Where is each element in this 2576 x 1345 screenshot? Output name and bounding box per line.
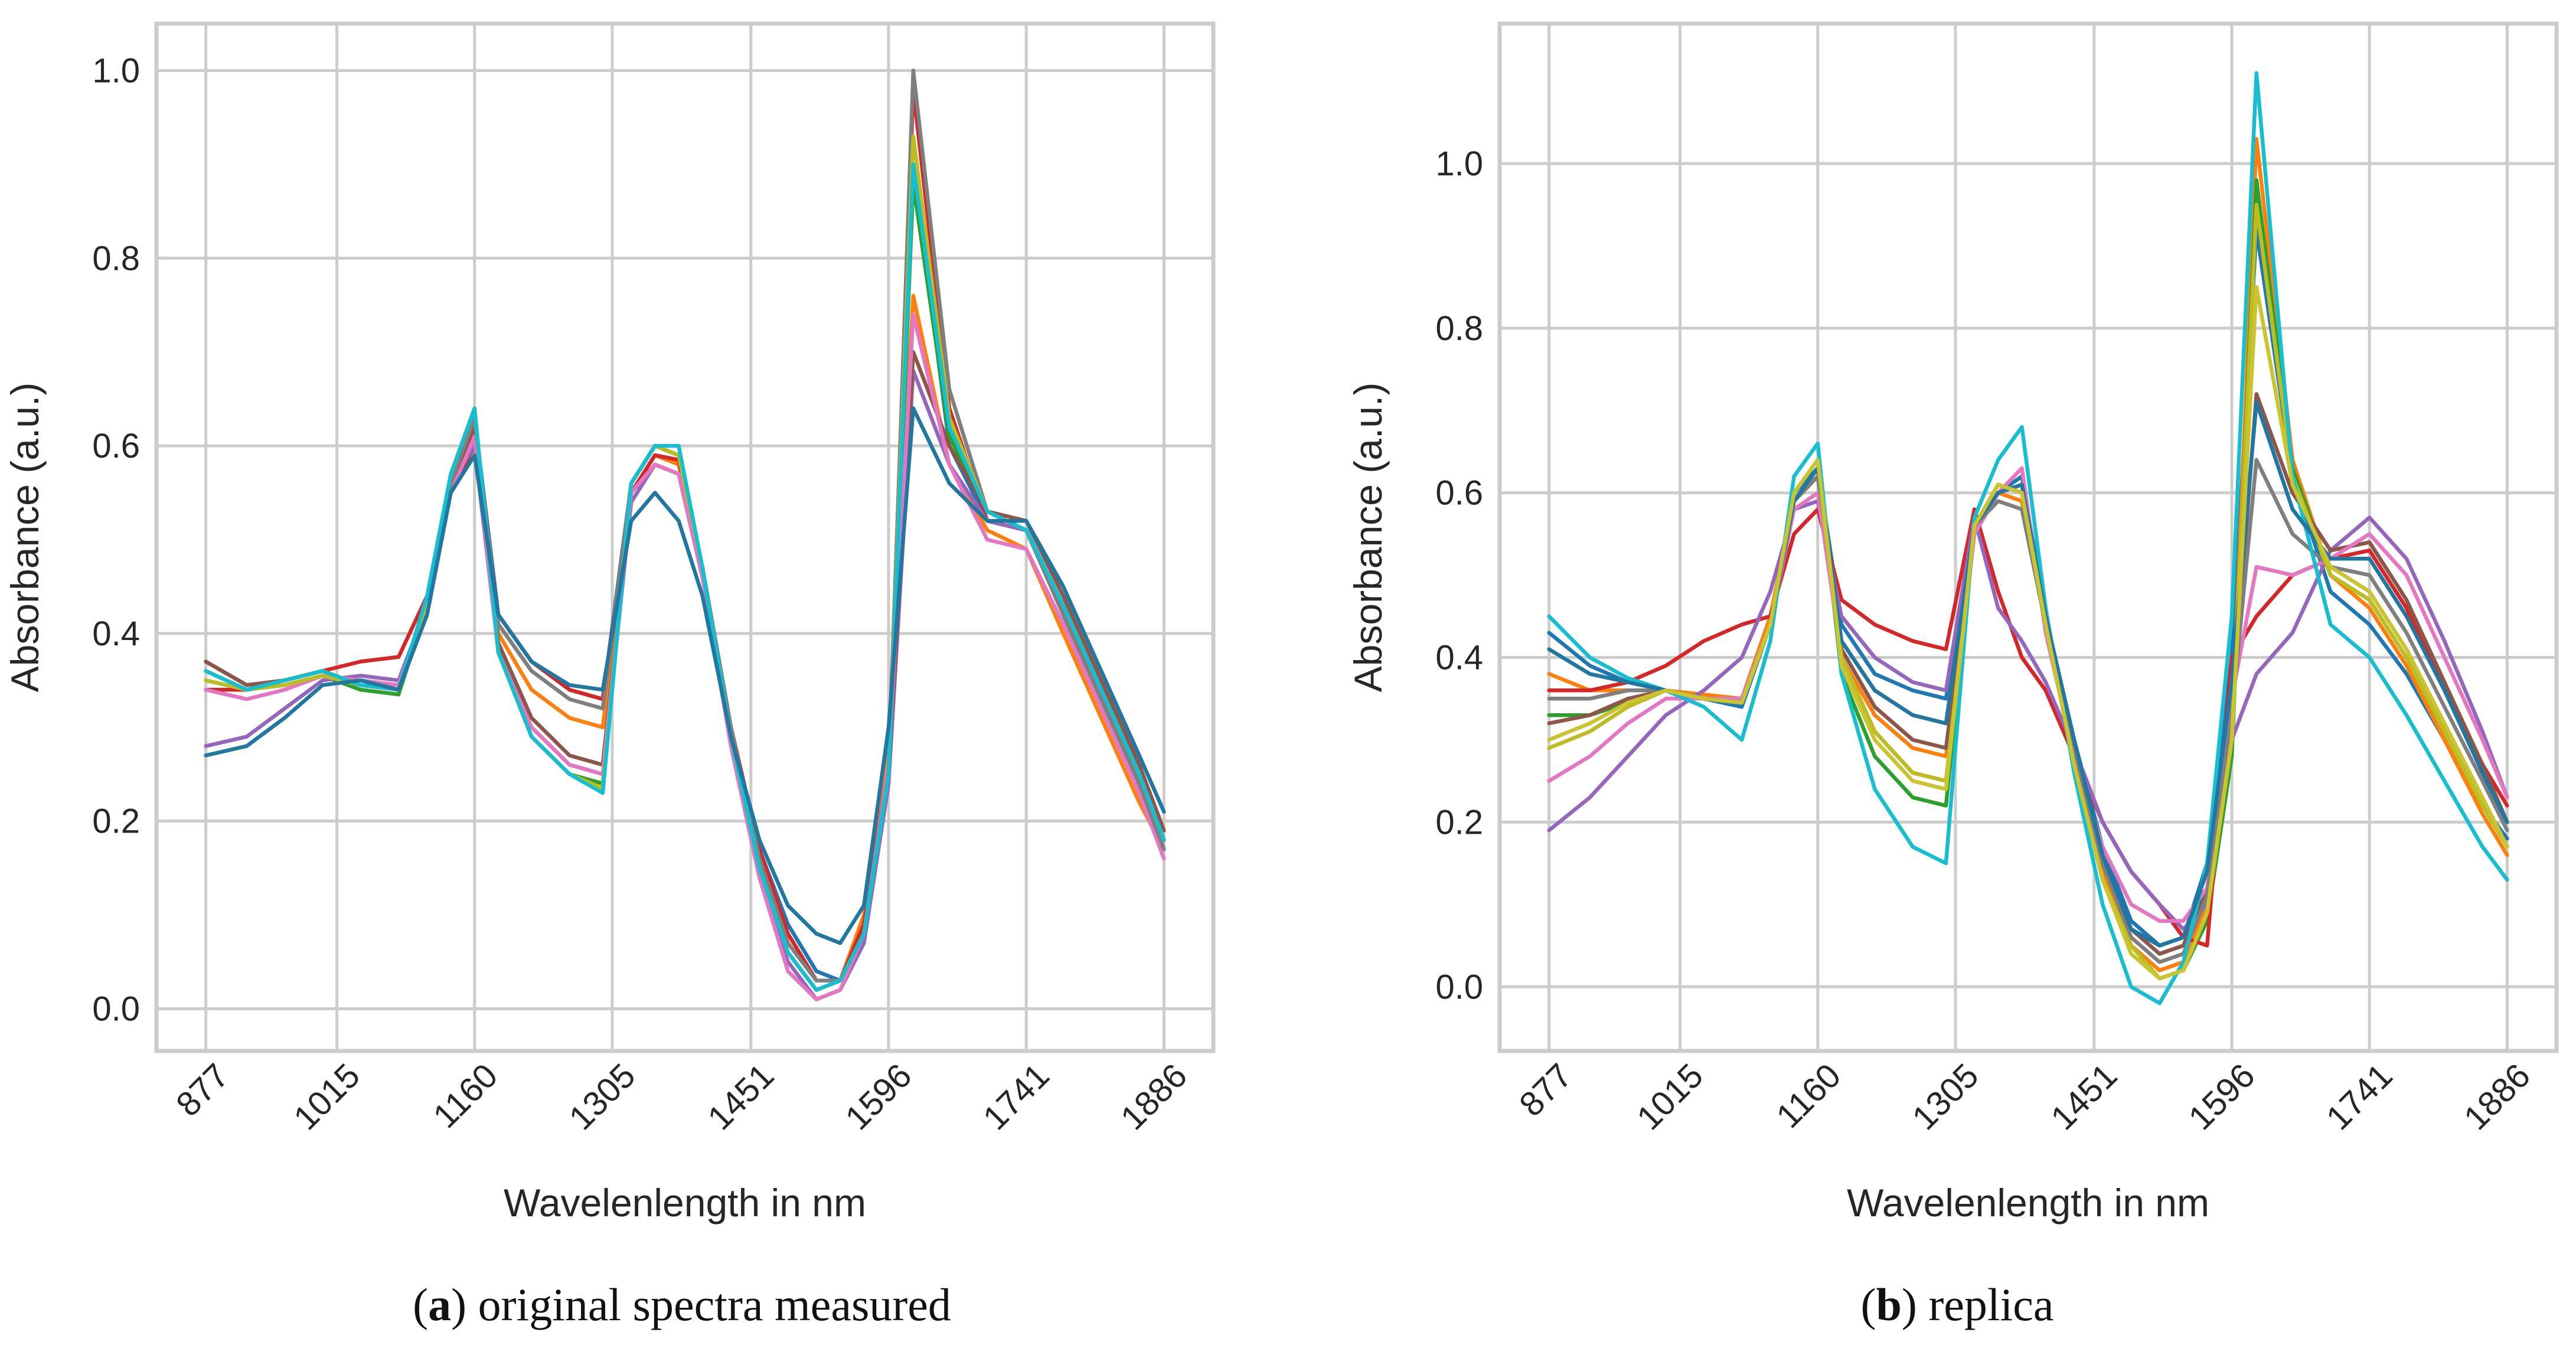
panel-a-x-tick-label: 1451: [700, 1056, 781, 1137]
panel-a-x-tick-label: 1015: [286, 1056, 367, 1137]
panel-b-series-line-r10: [1547, 71, 2509, 1006]
panel-b-x-tick-label: 877: [1512, 1056, 1579, 1124]
panel-b-x-tick-label: 1596: [2181, 1056, 2262, 1137]
panel-b-y-tick-label: 0.0: [1435, 968, 1483, 1006]
chart-panel-b: 0.0 0.2 0.4 0.6 0.8 1.0 877 1015 1160 1305 1451 159…: [1346, 21, 2559, 1225]
panel-a-y-tick-label: 0.8: [92, 239, 140, 278]
panel-a-x-tick-label: 1305: [561, 1056, 642, 1137]
panel-b-x-tick-label: 1741: [2319, 1056, 2400, 1137]
caption-b-text: replica: [1928, 1279, 2054, 1330]
panel-a-axes-frame: [154, 21, 1216, 1053]
panel-a-x-axis-label: Wavelenlength in nm: [504, 1181, 866, 1225]
panel-a-x-tick-label: 1886: [1114, 1056, 1194, 1137]
caption-b-letter: b: [1876, 1279, 1902, 1330]
panel-b-y-tick-label: 0.6: [1435, 474, 1483, 512]
panel-a-y-tick-label: 0.2: [92, 802, 140, 841]
panel-b-x-tick-label: 1305: [1905, 1056, 1986, 1137]
panel-b-x-axis-label: Wavelenlength in nm: [1847, 1181, 2209, 1225]
panel-b-x-tick-label: 1015: [1630, 1056, 1710, 1137]
panel-a-y-axis-label: Absorbance (a.u.): [3, 383, 47, 693]
panel-a-y-tick-label: 0.6: [92, 427, 140, 465]
panel-b-y-tick-label: 0.8: [1435, 309, 1483, 348]
panel-a-x-tick-label: 1741: [976, 1056, 1057, 1137]
panel-b-x-tick-label: 1160: [1769, 1056, 1848, 1135]
panel-a-series-line-s11: [204, 406, 1166, 945]
caption-a-text: original spectra measured: [478, 1279, 951, 1330]
panel-a-x-tick-label: 877: [169, 1056, 236, 1124]
panel-a-y-tick-label: 1.0: [92, 51, 140, 90]
caption-b: (b) replica: [1860, 1279, 2054, 1330]
panel-b-y-axis-label: Absorbance (a.u.): [1346, 383, 1390, 693]
panel-a-y-tick-label: 0.0: [92, 990, 140, 1028]
chart-panel-a: 0.0 0.2 0.4 0.6 0.8 1.0 877 1015 1160 1305 1451 159…: [3, 21, 1216, 1225]
panel-b-axes-frame: [1497, 21, 2559, 1053]
panel-b-y-tick-label: 0.2: [1435, 803, 1483, 841]
panel-b-x-tick-label: 1886: [2457, 1056, 2538, 1137]
panel-a-x-tick-label: 1160: [426, 1056, 505, 1135]
panel-b-series-line-r5: [1547, 499, 2509, 931]
panel-b-y-tick-label: 0.4: [1435, 639, 1483, 677]
panel-b-series-line-r12: [1547, 285, 2509, 981]
panel-b-x-tick-label: 1451: [2043, 1056, 2124, 1137]
caption-a: (a) original spectra measured: [413, 1279, 951, 1330]
caption-a-letter: a: [428, 1279, 452, 1330]
panel-a-x-tick-label: 1596: [838, 1056, 919, 1137]
panel-a-y-tick-label: 0.4: [92, 615, 140, 653]
panel-b-y-tick-label: 1.0: [1435, 145, 1483, 183]
